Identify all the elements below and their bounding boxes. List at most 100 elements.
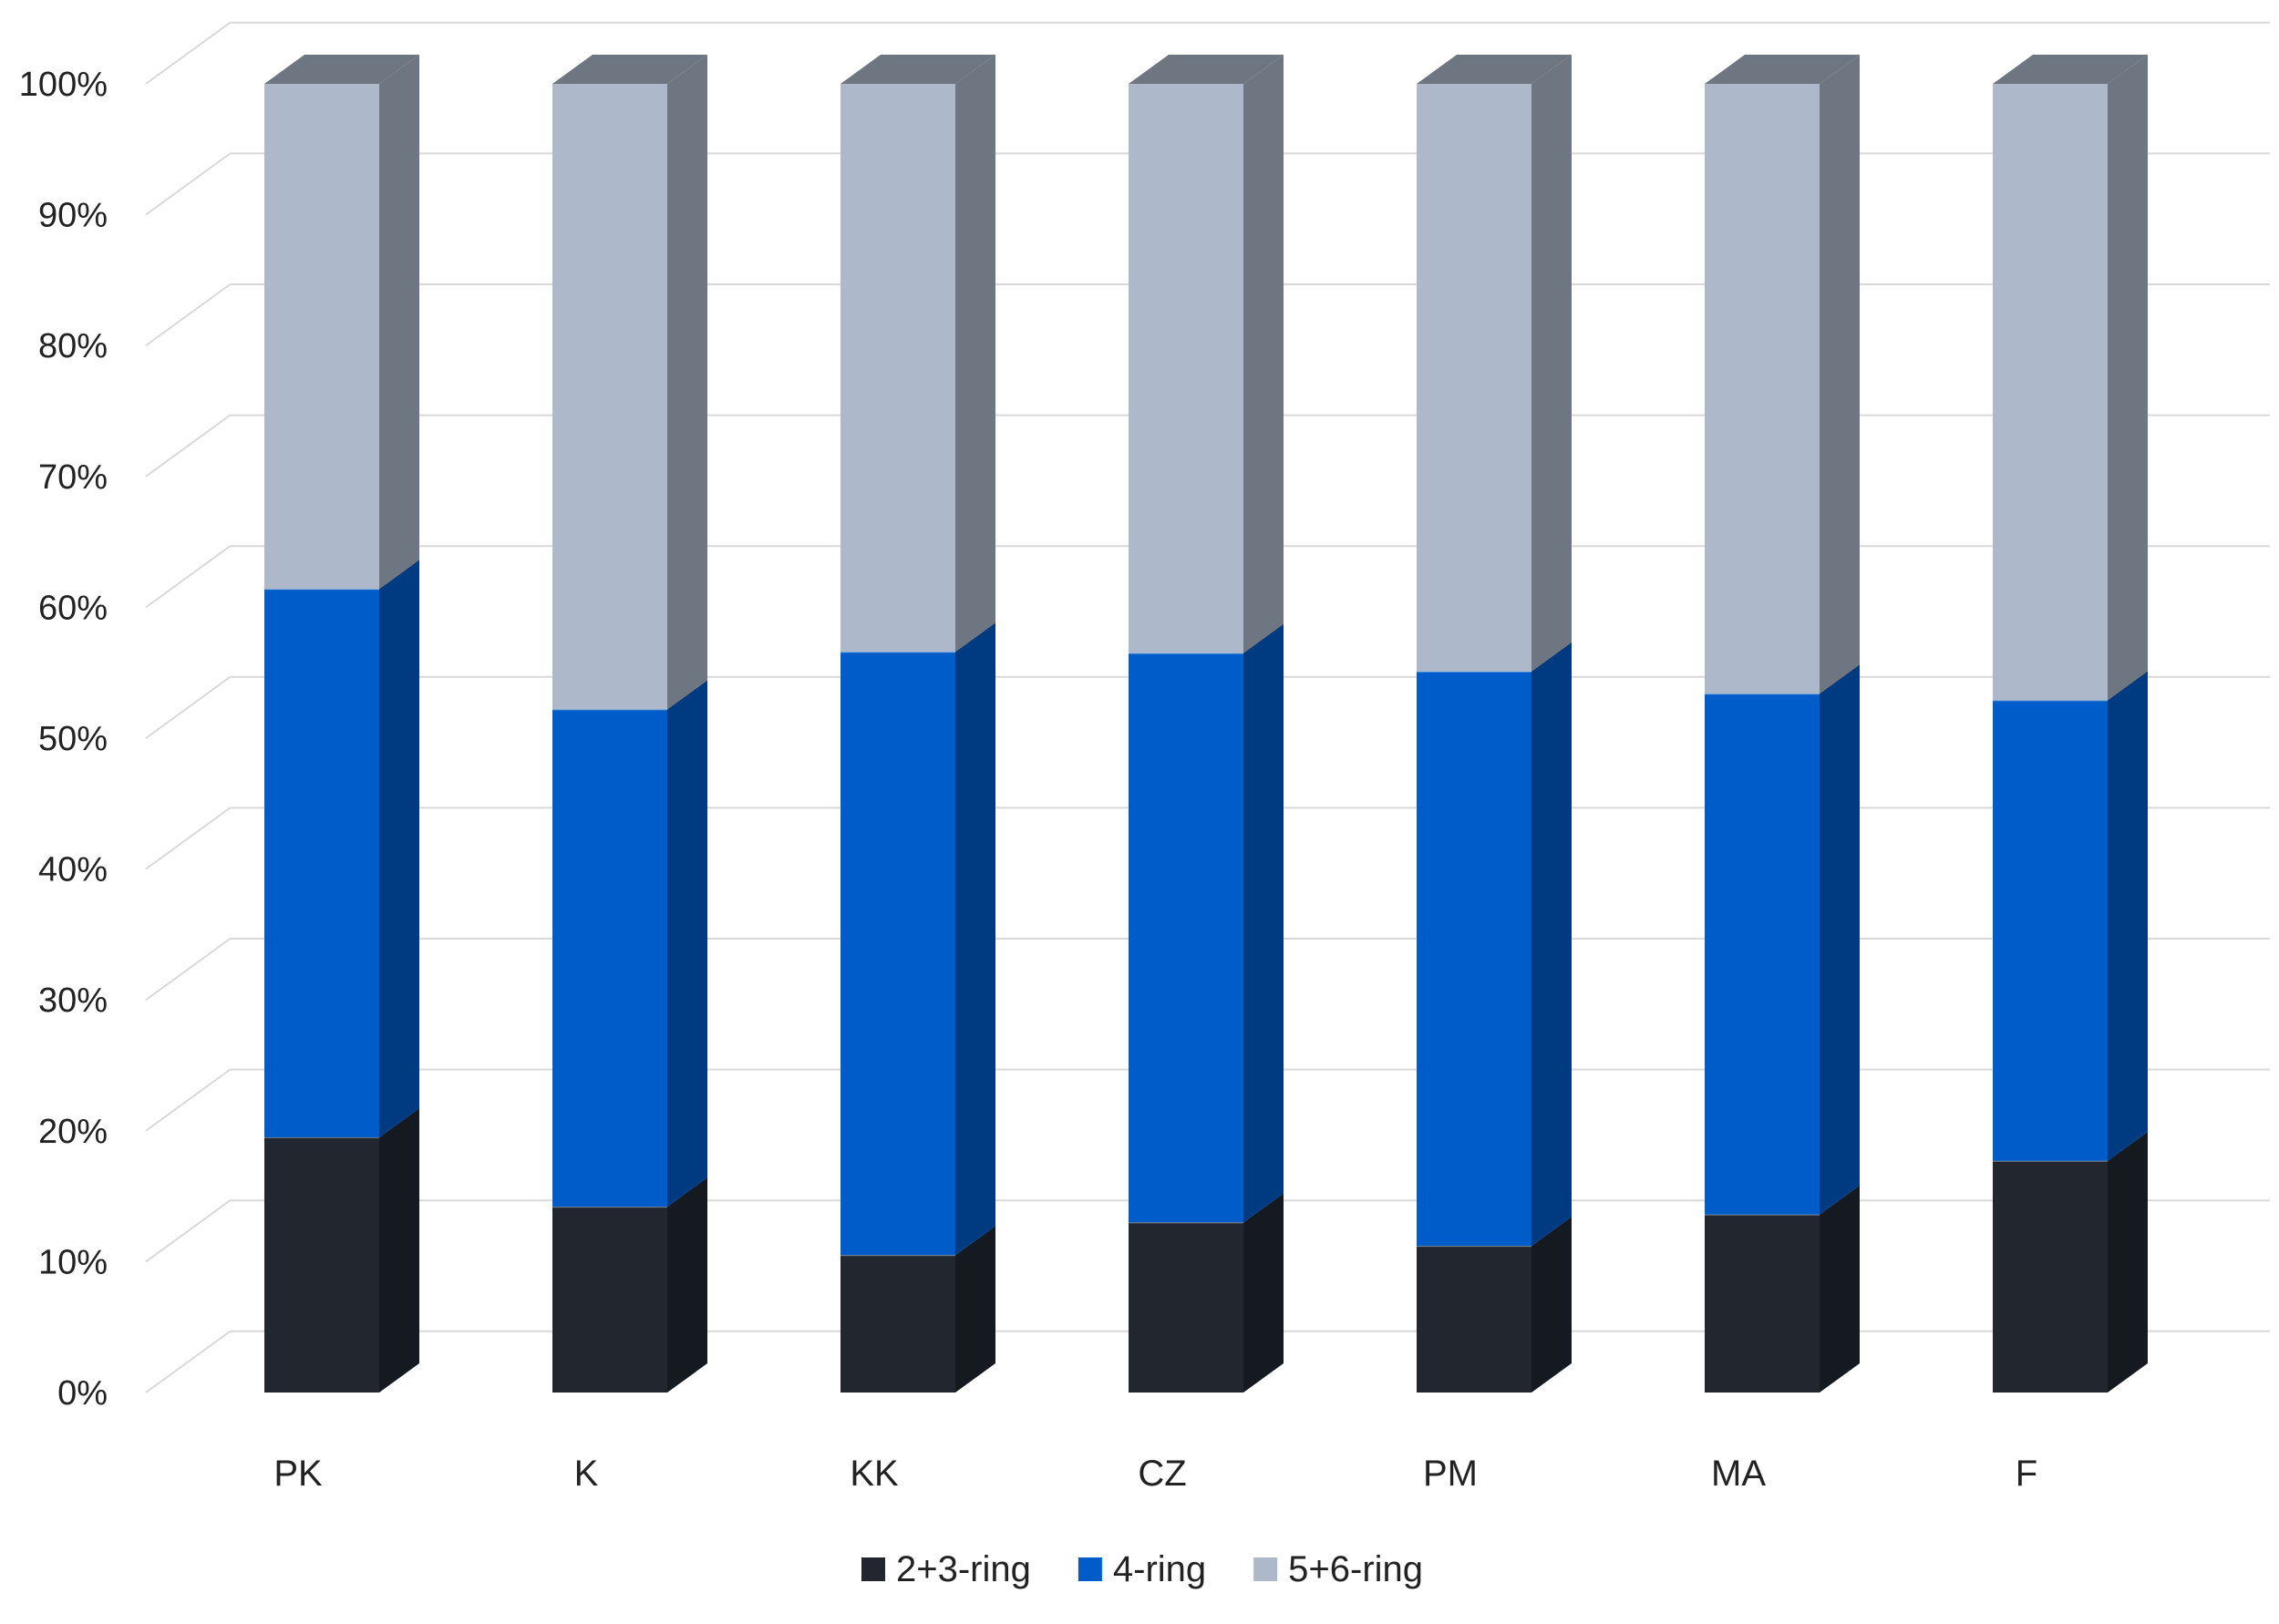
gridline-diagonal bbox=[145, 675, 231, 739]
bar-segment-kk-4-ring bbox=[840, 652, 955, 1256]
y-tick-label: 20% bbox=[38, 1113, 108, 1151]
bar-segment-kk-4-ring-side bbox=[955, 622, 995, 1256]
legend-item: 5+6-ring bbox=[1253, 1549, 1423, 1589]
bar-segment-pm-2-3-ring-side bbox=[1531, 1217, 1572, 1393]
bar-stack-k bbox=[552, 55, 707, 1393]
bar-segment-f-2-3-ring-side bbox=[2108, 1131, 2148, 1393]
x-category-label: K bbox=[574, 1454, 599, 1494]
bar-segment-cz-5-6-ring-side bbox=[1243, 55, 1284, 653]
bar-top-pk bbox=[264, 55, 419, 84]
bar-segment-k-5-6-ring-side bbox=[667, 55, 707, 710]
bar-top-pm bbox=[1417, 55, 1572, 84]
bar-segment-cz-4-ring bbox=[1129, 653, 1243, 1223]
bar-segment-pm-4-ring-side bbox=[1531, 642, 1572, 1247]
bars bbox=[264, 55, 2148, 1393]
legend-label: 5+6-ring bbox=[1288, 1549, 1423, 1589]
bar-segment-pm-4-ring bbox=[1417, 671, 1531, 1247]
gridline-diagonal bbox=[145, 807, 231, 870]
legend-item: 4-ring bbox=[1078, 1549, 1206, 1589]
y-tick-label: 90% bbox=[38, 197, 108, 235]
legend: 2+3-ring 4-ring 5+6-ring bbox=[861, 1549, 1423, 1589]
gridline-diagonal bbox=[145, 414, 231, 478]
x-category-label: PM bbox=[1423, 1454, 1478, 1494]
gridline-diagonal bbox=[145, 1330, 231, 1393]
bar-segment-k-5-6-ring bbox=[552, 84, 667, 710]
bar-segment-f-4-ring bbox=[1993, 700, 2108, 1161]
bar-top-ma bbox=[1705, 55, 1860, 84]
gridline-diagonal bbox=[145, 152, 231, 216]
y-tick-label: 80% bbox=[38, 327, 108, 365]
bar-segment-cz-2-3-ring-side bbox=[1243, 1193, 1284, 1393]
y-axis-ticks: 0% 10% 20% 30% 40% 50% 60% 70% 80% 90% 100% bbox=[19, 66, 108, 1413]
x-category-label: KK bbox=[850, 1454, 899, 1494]
y-tick-label: 70% bbox=[38, 458, 108, 497]
bar-top-cz bbox=[1129, 55, 1284, 84]
bar-segment-kk-5-6-ring-side bbox=[955, 55, 995, 653]
bar-segment-pk-2-3-ring bbox=[264, 1136, 379, 1393]
legend-swatch bbox=[1253, 1557, 1278, 1581]
bar-segment-f-5-6-ring bbox=[1993, 84, 2108, 701]
bar-segment-pk-5-6-ring bbox=[264, 84, 379, 590]
bar-segment-ma-5-6-ring bbox=[1705, 84, 1820, 694]
bar-segment-ma-4-ring bbox=[1705, 694, 1820, 1215]
bar-segment-kk-2-3-ring bbox=[840, 1255, 955, 1393]
bar-segment-cz-2-3-ring bbox=[1129, 1222, 1243, 1393]
bar-segment-k-2-3-ring bbox=[552, 1207, 667, 1393]
bar-segment-pm-2-3-ring bbox=[1417, 1246, 1531, 1393]
bar-top-k bbox=[552, 55, 707, 84]
x-category-label: MA bbox=[1711, 1454, 1766, 1494]
x-category-label: PK bbox=[273, 1454, 323, 1494]
y-tick-label: 10% bbox=[38, 1243, 108, 1281]
bar-top-kk bbox=[840, 55, 995, 84]
bar-top-f bbox=[1993, 55, 2148, 84]
gridline-diagonal bbox=[145, 21, 231, 85]
y-tick-label: 50% bbox=[38, 720, 108, 758]
bar-segment-pm-5-6-ring bbox=[1417, 84, 1531, 672]
legend-label: 4-ring bbox=[1113, 1549, 1206, 1589]
legend-swatch bbox=[1078, 1557, 1102, 1581]
legend-swatch bbox=[861, 1557, 885, 1581]
gridline-diagonal bbox=[145, 283, 231, 347]
y-tick-label: 40% bbox=[38, 851, 108, 889]
bar-segment-pk-2-3-ring-side bbox=[379, 1107, 419, 1393]
bar-segment-ma-2-3-ring bbox=[1705, 1214, 1820, 1393]
bar-segment-pm-5-6-ring-side bbox=[1531, 55, 1572, 672]
y-tick-label: 0% bbox=[57, 1374, 108, 1413]
bar-stack-cz bbox=[1129, 55, 1284, 1393]
bar-segment-f-5-6-ring-side bbox=[2108, 55, 2148, 701]
bar-segment-f-2-3-ring bbox=[1993, 1160, 2108, 1393]
bar-segment-cz-5-6-ring bbox=[1129, 84, 1243, 653]
bar-segment-ma-5-6-ring-side bbox=[1820, 55, 1860, 694]
x-category-label: CZ bbox=[1138, 1454, 1186, 1494]
gridline-diagonal bbox=[145, 938, 231, 1002]
bar-segment-cz-4-ring-side bbox=[1243, 623, 1284, 1223]
y-tick-label: 60% bbox=[38, 589, 108, 627]
x-axis-categories: PK K KK CZ PM MA F bbox=[273, 1454, 2037, 1494]
bar-stack-kk bbox=[840, 55, 995, 1393]
bar-segment-ma-2-3-ring-side bbox=[1820, 1185, 1860, 1393]
bar-segment-f-4-ring-side bbox=[2108, 671, 2148, 1161]
bar-segment-k-4-ring bbox=[552, 709, 667, 1208]
x-category-label: F bbox=[2016, 1454, 2037, 1494]
gridline-diagonal bbox=[145, 1068, 231, 1132]
bar-segment-kk-2-3-ring-side bbox=[955, 1226, 995, 1393]
bar-stack-pm bbox=[1417, 55, 1572, 1393]
bar-segment-pk-4-ring bbox=[264, 589, 379, 1137]
bar-segment-pk-5-6-ring-side bbox=[379, 55, 419, 590]
bar-stack-f bbox=[1993, 55, 2148, 1393]
bar-stack-pk bbox=[264, 55, 419, 1393]
bar-segment-k-2-3-ring-side bbox=[667, 1177, 707, 1393]
bar-segment-k-4-ring-side bbox=[667, 680, 707, 1208]
legend-item: 2+3-ring bbox=[861, 1549, 1031, 1589]
gridline-diagonal bbox=[145, 1199, 231, 1263]
bar-segment-pk-4-ring-side bbox=[379, 560, 419, 1137]
y-tick-label: 100% bbox=[19, 66, 108, 104]
bar-segment-ma-4-ring-side bbox=[1820, 664, 1860, 1215]
bar-segment-kk-5-6-ring bbox=[840, 84, 955, 653]
legend-label: 2+3-ring bbox=[896, 1549, 1031, 1589]
gridline-diagonal bbox=[145, 545, 231, 609]
y-tick-label: 30% bbox=[38, 982, 108, 1020]
bar-stack-ma bbox=[1705, 55, 1860, 1393]
